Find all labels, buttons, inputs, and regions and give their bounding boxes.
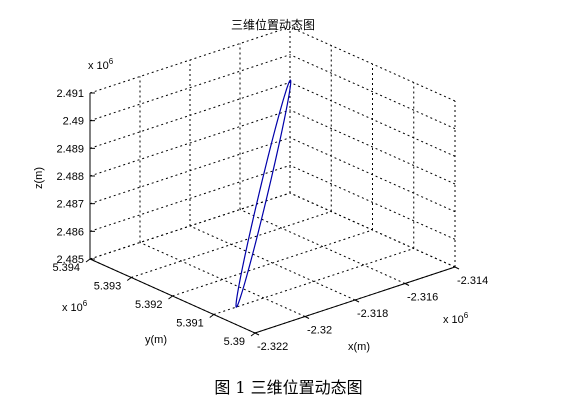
y-tick-mark — [209, 314, 215, 318]
y-tick-label: 5.393 — [94, 281, 122, 293]
grid-line — [213, 248, 414, 315]
x-tick-label: -2.314 — [457, 275, 488, 287]
y-tick-mark — [85, 258, 91, 263]
grid-line — [289, 81, 456, 157]
grid-line — [89, 54, 291, 122]
grid-line — [89, 164, 291, 232]
y-tick-label: 5.394 — [52, 262, 80, 274]
chart-title: 三维位置动态图 — [231, 17, 315, 32]
z-tick-label: 2.487 — [56, 199, 84, 211]
z-tick-label: 2.49 — [63, 116, 84, 128]
figure-caption: 图 1 三维位置动态图 — [214, 378, 363, 397]
z-tick-label: 2.491 — [56, 88, 84, 100]
axes-box — [89, 93, 456, 334]
grid-lines — [89, 26, 456, 334]
x-tick-mark — [354, 299, 360, 303]
y-tick-label: 5.392 — [135, 299, 163, 311]
z-axis-label: z(m) — [33, 167, 45, 189]
trajectory-line — [235, 79, 292, 308]
z-tick-label: 2.485 — [56, 254, 84, 266]
grid-line — [89, 137, 291, 205]
x-axis-label: x(m) — [348, 341, 370, 353]
z-tick-label: 2.488 — [56, 171, 84, 183]
grid-line — [89, 109, 291, 177]
z-tick-label: 2.486 — [56, 226, 84, 238]
x-tick-label: -2.318 — [357, 308, 388, 320]
x-tick-mark — [404, 283, 410, 286]
grid-line — [289, 109, 456, 185]
grid-line — [131, 211, 332, 278]
x-tick-mark — [454, 266, 460, 270]
y-tick-mark — [250, 332, 256, 337]
y-exponent: x 106 — [62, 299, 88, 314]
x-tick-label: -2.316 — [407, 292, 438, 304]
grid-line — [172, 229, 373, 297]
grid-line — [139, 242, 306, 317]
x-tick-label: -2.322 — [257, 341, 288, 353]
grid-line — [289, 164, 456, 240]
grid-line — [89, 81, 291, 149]
tick-labels: -2.322 -2.32 -2.318 -2.316 -2.314 5.39 5.391 5.… — [52, 88, 488, 353]
x-tick-mark — [254, 332, 260, 336]
z-tick-label: 2.489 — [56, 143, 84, 155]
y-tick-mark — [168, 295, 173, 300]
x-tick-label: -2.32 — [307, 325, 332, 337]
grid-line — [239, 209, 406, 284]
y-tick-label: 5.39 — [224, 336, 245, 348]
grid-line — [289, 54, 456, 130]
grid-line — [89, 26, 291, 94]
y-tick-label: 5.391 — [176, 318, 204, 330]
grid-line — [289, 26, 456, 102]
y-axis-label: y(m) — [145, 334, 167, 346]
grid-line — [289, 137, 456, 213]
z-exponent: x 106 — [88, 57, 114, 72]
y-tick-mark — [126, 277, 132, 281]
x-exponent: x 106 — [443, 311, 469, 326]
x-tick-mark — [304, 316, 310, 319]
data-series — [235, 79, 292, 308]
